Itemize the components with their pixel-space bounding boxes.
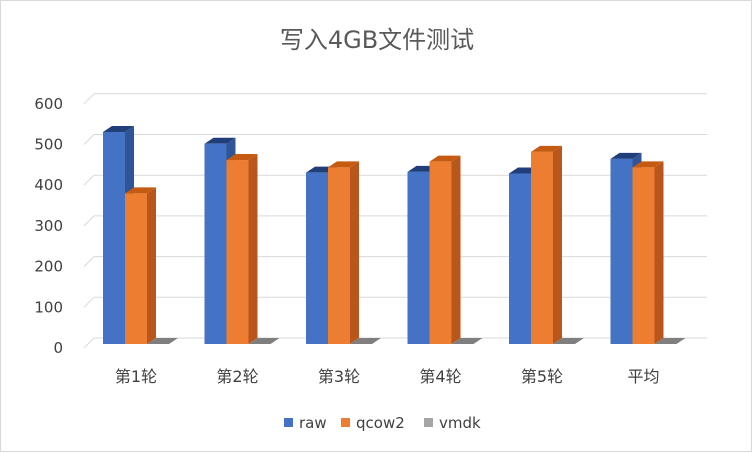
y-tick-label: 200 xyxy=(34,258,63,276)
bar-side xyxy=(553,145,562,344)
bar-raw xyxy=(407,171,430,344)
bar-top xyxy=(328,161,359,168)
y-tick-label: 600 xyxy=(34,95,63,113)
gridline-depth-200 xyxy=(83,256,95,267)
gridline-depth-100 xyxy=(83,296,95,308)
bar-vmdk xyxy=(553,338,584,344)
gridline-depth-300 xyxy=(83,215,95,227)
labels-layer: 0 100 200 300 400 500 600 第1轮 第2轮 第3轮 第4轮 第5轮 平均 xyxy=(34,95,659,386)
y-tick-label: 0 xyxy=(53,339,63,357)
x-category-label: 第5轮 xyxy=(521,367,563,386)
bar-qcow2 xyxy=(531,151,553,344)
legend-swatch-qcow2 xyxy=(341,418,350,427)
x-category-label: 第2轮 xyxy=(216,367,258,386)
y-tick-label: 100 xyxy=(34,298,63,316)
bar-qcow2 xyxy=(328,167,350,344)
legend-swatch-vmdk xyxy=(424,418,433,427)
x-category-label: 第4轮 xyxy=(419,367,461,386)
bar-top xyxy=(632,161,664,168)
legend-swatch-raw xyxy=(284,418,293,427)
bar-raw xyxy=(610,158,633,344)
grid-layer xyxy=(83,93,707,349)
bar-raw xyxy=(306,172,328,344)
legend: raw qcow2 vmdk xyxy=(284,414,481,432)
bar-top xyxy=(226,154,258,161)
x-category-label: 平均 xyxy=(627,367,659,386)
gridline-depth-400 xyxy=(83,174,95,186)
chart-title: 写入4GB文件测试 xyxy=(280,26,474,54)
bar-qcow2 xyxy=(429,161,452,344)
legend-label-qcow2: qcow2 xyxy=(356,414,405,432)
bar-top xyxy=(610,152,642,159)
bar-vmdk xyxy=(147,338,178,344)
bar-side xyxy=(451,155,461,344)
bar-top xyxy=(103,125,134,132)
legend-label-raw: raw xyxy=(299,414,327,432)
bars-layer xyxy=(103,125,686,344)
bar-top xyxy=(429,155,461,162)
bar-raw xyxy=(204,143,227,344)
y-tick-label: 400 xyxy=(34,176,63,194)
bar-vmdk xyxy=(248,338,280,344)
legend-label-vmdk: vmdk xyxy=(439,414,481,432)
bar-vmdk xyxy=(350,338,381,344)
bar-top xyxy=(204,137,236,144)
x-category-label: 第1轮 xyxy=(115,367,157,386)
gridline-depth-500 xyxy=(83,134,95,145)
bar-qcow2 xyxy=(226,160,249,344)
bar-side xyxy=(654,161,664,344)
gridline-depth-600 xyxy=(83,93,95,105)
bar-raw xyxy=(509,173,531,344)
bar-top xyxy=(125,187,156,194)
bar-vmdk xyxy=(654,338,686,344)
bar-qcow2 xyxy=(125,193,147,344)
bar-top xyxy=(531,145,562,152)
bar-side xyxy=(350,161,359,344)
y-tick-label: 300 xyxy=(34,217,63,235)
bar-raw xyxy=(103,131,125,344)
x-category-label: 第3轮 xyxy=(318,367,360,386)
bar-side xyxy=(147,187,156,344)
y-tick-label: 500 xyxy=(34,136,63,154)
bar-side xyxy=(248,154,258,344)
gridline-depth-0 xyxy=(83,337,95,349)
bar-qcow2 xyxy=(632,167,655,344)
bar-vmdk xyxy=(451,338,483,344)
